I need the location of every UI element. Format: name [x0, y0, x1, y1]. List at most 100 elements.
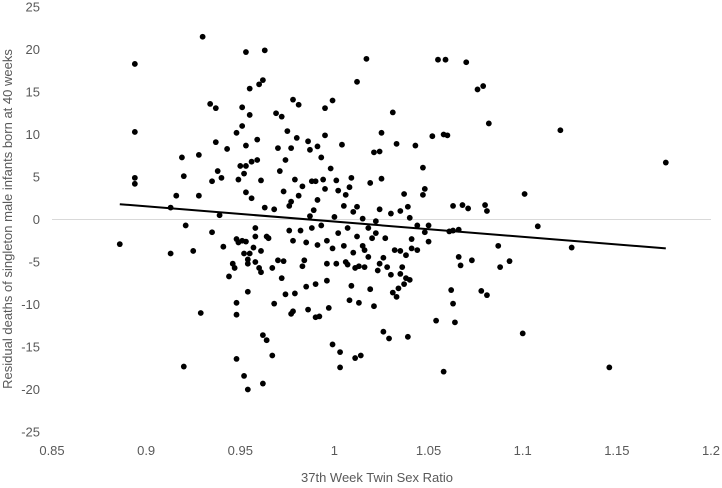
data-point — [468, 257, 475, 264]
data-point — [244, 256, 251, 263]
data-point — [342, 191, 349, 198]
data-point — [397, 271, 404, 277]
data-point — [408, 236, 415, 242]
y-tick-label: -10 — [21, 297, 40, 312]
data-point — [246, 85, 253, 92]
data-point — [131, 180, 138, 187]
data-point — [288, 198, 295, 205]
data-point — [380, 328, 387, 335]
data-point — [282, 291, 289, 298]
data-point — [474, 86, 481, 93]
data-point — [485, 120, 492, 127]
data-point — [282, 157, 289, 163]
x-tick-label: 0.9 — [137, 443, 155, 458]
data-point — [414, 222, 421, 229]
data-point — [401, 281, 407, 287]
data-point — [248, 195, 255, 202]
data-point — [440, 368, 447, 375]
y-tick-label: -25 — [21, 425, 40, 440]
data-point — [295, 192, 302, 199]
data-point — [335, 230, 342, 237]
data-point — [259, 332, 266, 338]
data-point — [275, 257, 281, 264]
data-point — [258, 269, 264, 276]
data-point — [244, 260, 251, 267]
data-point — [254, 136, 261, 143]
data-point — [252, 259, 259, 265]
data-point — [421, 229, 428, 236]
data-point — [389, 289, 396, 296]
data-point — [290, 237, 296, 244]
data-point — [329, 97, 336, 104]
data-point — [278, 275, 285, 282]
data-point — [363, 55, 370, 62]
data-point — [329, 245, 336, 252]
data-point — [303, 239, 310, 246]
data-point — [354, 78, 360, 85]
x-tick-label: 0.85 — [39, 443, 64, 458]
data-point — [442, 56, 449, 63]
data-point — [348, 282, 355, 289]
data-point — [280, 258, 287, 265]
data-point — [256, 81, 263, 88]
data-point — [444, 132, 451, 139]
data-point — [314, 197, 321, 203]
data-point — [241, 373, 247, 379]
data-point — [412, 142, 419, 149]
data-point — [278, 113, 285, 120]
x-tick-label: 1.1 — [514, 443, 532, 458]
data-point — [357, 352, 364, 359]
data-point — [450, 203, 456, 209]
data-point — [323, 260, 330, 267]
data-point — [534, 223, 541, 230]
x-axis-title: 37th Week Twin Sex Ratio — [301, 470, 453, 485]
data-point — [280, 188, 287, 195]
data-point — [337, 349, 343, 355]
data-point — [243, 238, 249, 245]
data-point — [322, 186, 328, 192]
data-point — [269, 265, 276, 271]
data-point — [320, 176, 327, 183]
data-point — [557, 127, 564, 134]
data-point — [425, 238, 432, 245]
data-point — [131, 129, 138, 135]
data-point — [197, 310, 204, 316]
data-point — [243, 49, 249, 55]
data-point — [333, 177, 340, 184]
x-tick-label: 1.15 — [604, 443, 629, 458]
data-point — [388, 210, 394, 217]
data-point — [346, 184, 353, 191]
data-point — [288, 145, 295, 152]
data-point — [371, 149, 377, 156]
data-point — [365, 225, 372, 231]
data-point — [397, 208, 404, 214]
data-point — [323, 277, 330, 284]
data-point — [361, 264, 368, 270]
data-point — [388, 271, 394, 278]
data-point — [361, 247, 368, 254]
data-point — [269, 352, 276, 359]
y-tick-label: 10 — [26, 127, 40, 142]
data-point — [372, 230, 379, 237]
data-point — [519, 330, 526, 337]
data-point — [325, 305, 332, 311]
data-point — [305, 306, 311, 313]
data-point — [254, 157, 261, 163]
data-point — [506, 258, 513, 265]
data-point — [455, 254, 462, 260]
data-point — [276, 168, 283, 174]
data-point — [293, 135, 300, 141]
data-point — [378, 129, 385, 136]
data-point — [350, 208, 357, 215]
data-point — [241, 250, 247, 257]
data-point — [212, 105, 219, 112]
data-point — [180, 173, 187, 180]
data-point — [380, 254, 387, 261]
data-point — [382, 235, 389, 242]
data-point — [233, 311, 240, 318]
data-point — [207, 101, 214, 107]
data-point — [263, 337, 270, 344]
data-point — [295, 101, 302, 108]
data-point — [323, 237, 330, 244]
